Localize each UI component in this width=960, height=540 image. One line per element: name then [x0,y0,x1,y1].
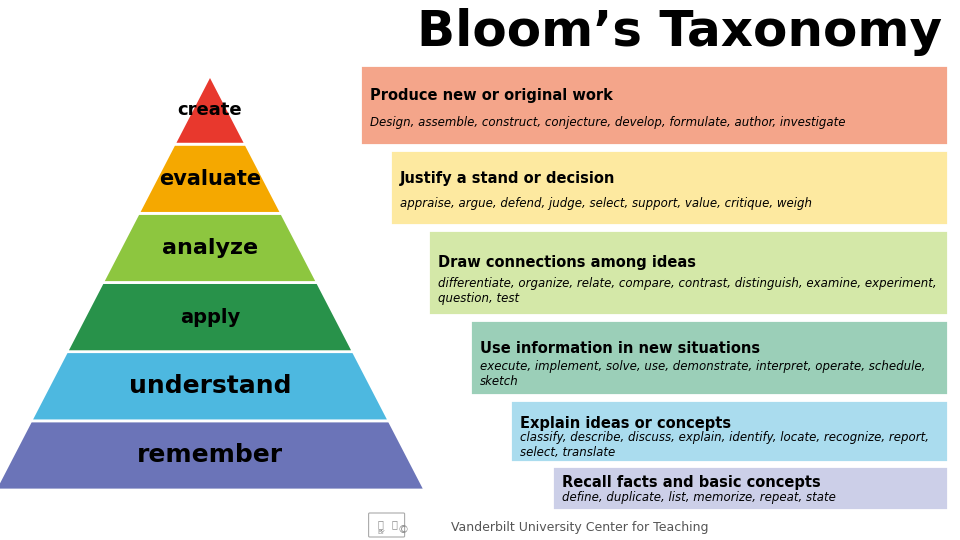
FancyBboxPatch shape [470,320,948,395]
Text: execute, implement, solve, use, demonstrate, interpret, operate, schedule, sketc: execute, implement, solve, use, demonstr… [480,360,925,388]
Polygon shape [174,75,246,144]
Text: ©: © [397,525,409,535]
Polygon shape [0,421,425,490]
FancyBboxPatch shape [510,400,948,462]
Text: create: create [178,100,242,119]
Polygon shape [138,144,281,213]
Text: remember: remember [137,443,283,468]
Text: evaluate: evaluate [159,168,261,189]
Text: apply: apply [180,308,240,327]
FancyBboxPatch shape [390,150,948,225]
Text: define, duplicate, list, memorize, repeat, state: define, duplicate, list, memorize, repea… [562,491,836,504]
FancyBboxPatch shape [428,230,948,315]
Text: Vanderbilt University Center for Teaching: Vanderbilt University Center for Teachin… [451,522,708,535]
Text: BY: BY [377,530,385,536]
Polygon shape [31,352,389,421]
Text: Use information in new situations: Use information in new situations [480,341,760,356]
Text: appraise, argue, defend, judge, select, support, value, critique, weigh: appraise, argue, defend, judge, select, … [400,198,812,211]
Text: understand: understand [129,374,291,399]
Text: differentiate, organize, relate, compare, contrast, distinguish, examine, experi: differentiate, organize, relate, compare… [438,277,937,305]
FancyBboxPatch shape [552,466,948,510]
Text: Draw connections among ideas: Draw connections among ideas [438,255,696,270]
Text: classify, describe, discuss, explain, identify, locate, recognize, report, selec: classify, describe, discuss, explain, id… [520,430,929,458]
Text: Explain ideas or concepts: Explain ideas or concepts [520,416,732,431]
Text: Ⓞ: Ⓞ [392,519,397,529]
FancyBboxPatch shape [360,65,948,145]
Polygon shape [103,213,318,282]
Text: Justify a stand or decision: Justify a stand or decision [400,171,615,186]
Polygon shape [66,282,353,352]
Text: Ⓒ: Ⓒ [377,519,383,529]
Text: Recall facts and basic concepts: Recall facts and basic concepts [562,475,821,490]
Text: Design, assemble, construct, conjecture, develop, formulate, author, investigate: Design, assemble, construct, conjecture,… [370,116,846,129]
Text: Bloom’s Taxonomy: Bloom’s Taxonomy [417,8,942,56]
Text: analyze: analyze [162,238,258,258]
Text: Produce new or original work: Produce new or original work [370,88,612,103]
